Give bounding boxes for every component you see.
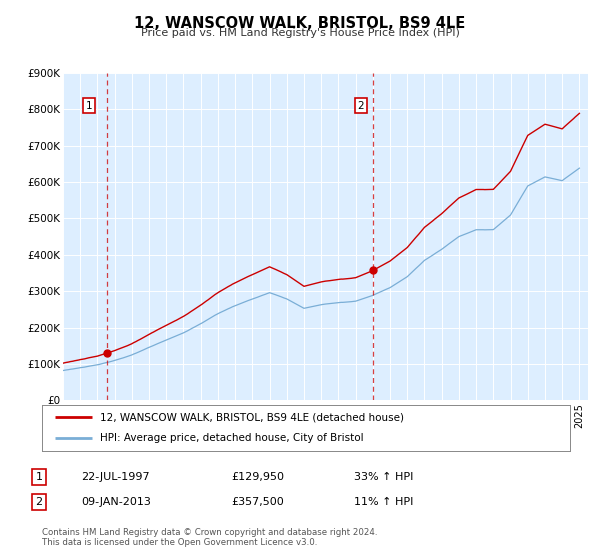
- Text: Price paid vs. HM Land Registry's House Price Index (HPI): Price paid vs. HM Land Registry's House …: [140, 28, 460, 38]
- Text: This data is licensed under the Open Government Licence v3.0.: This data is licensed under the Open Gov…: [42, 538, 317, 547]
- Text: 09-JAN-2013: 09-JAN-2013: [81, 497, 151, 507]
- Text: 12, WANSCOW WALK, BRISTOL, BS9 4LE (detached house): 12, WANSCOW WALK, BRISTOL, BS9 4LE (deta…: [100, 412, 404, 422]
- Text: £129,950: £129,950: [231, 472, 284, 482]
- Text: £357,500: £357,500: [231, 497, 284, 507]
- Point: [368, 266, 378, 275]
- Text: 11% ↑ HPI: 11% ↑ HPI: [354, 497, 413, 507]
- Text: 1: 1: [86, 101, 92, 110]
- Text: 33% ↑ HPI: 33% ↑ HPI: [354, 472, 413, 482]
- Text: 2: 2: [358, 101, 364, 110]
- Text: Contains HM Land Registry data © Crown copyright and database right 2024.: Contains HM Land Registry data © Crown c…: [42, 528, 377, 536]
- Point: [102, 349, 112, 358]
- Text: HPI: Average price, detached house, City of Bristol: HPI: Average price, detached house, City…: [100, 433, 364, 444]
- Text: 12, WANSCOW WALK, BRISTOL, BS9 4LE: 12, WANSCOW WALK, BRISTOL, BS9 4LE: [134, 16, 466, 31]
- Text: 1: 1: [35, 472, 43, 482]
- Text: 22-JUL-1997: 22-JUL-1997: [81, 472, 149, 482]
- Text: 2: 2: [35, 497, 43, 507]
